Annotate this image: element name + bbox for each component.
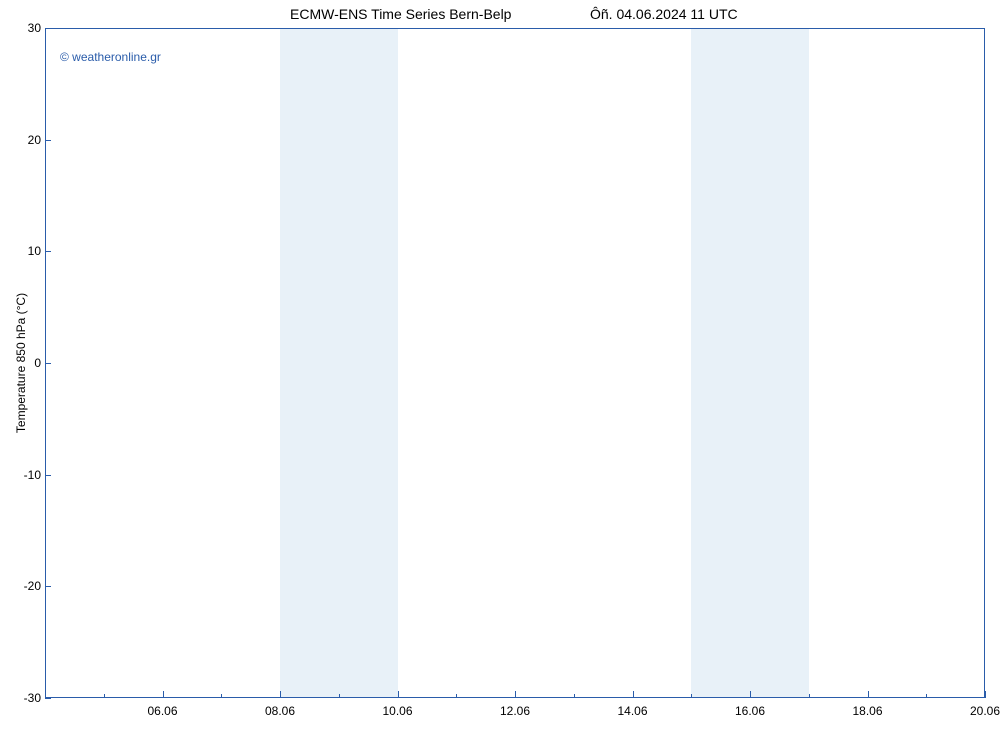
x-tick-label: 14.06 <box>617 704 647 718</box>
x-tick-minor <box>691 694 692 698</box>
chart-title-right: Ôñ. 04.06.2024 11 UTC <box>590 6 738 22</box>
y-tick-label: 20 <box>7 133 41 147</box>
y-tick <box>45 475 51 476</box>
x-tick-major <box>163 691 164 698</box>
x-tick-major <box>398 691 399 698</box>
x-tick-label: 16.06 <box>735 704 765 718</box>
x-tick-major <box>868 691 869 698</box>
x-tick-minor <box>809 694 810 698</box>
y-tick-label: 10 <box>7 244 41 258</box>
x-tick-major <box>633 691 634 698</box>
x-tick-minor <box>574 694 575 698</box>
x-tick-label: 06.06 <box>147 704 177 718</box>
x-tick-major <box>985 691 986 698</box>
y-tick <box>45 698 51 699</box>
chart-container: ECMW-ENS Time Series Bern-Belp Ôñ. 04.06… <box>0 0 1000 733</box>
y-tick <box>45 28 51 29</box>
y-tick-label: 30 <box>7 21 41 35</box>
y-tick-label: 0 <box>7 356 41 370</box>
y-tick-label: -10 <box>7 468 41 482</box>
x-tick-minor <box>104 694 105 698</box>
x-tick-minor <box>221 694 222 698</box>
x-tick-label: 20.06 <box>970 704 1000 718</box>
watermark: © weatheronline.gr <box>60 50 161 64</box>
x-tick-minor <box>339 694 340 698</box>
plot-area <box>45 28 985 698</box>
x-tick-major <box>280 691 281 698</box>
y-tick <box>45 251 51 252</box>
x-tick-minor <box>456 694 457 698</box>
x-tick-label: 08.06 <box>265 704 295 718</box>
x-tick-major <box>750 691 751 698</box>
y-tick <box>45 140 51 141</box>
chart-title-left: ECMW-ENS Time Series Bern-Belp <box>290 6 511 22</box>
x-tick-minor <box>45 694 46 698</box>
y-tick-label: -30 <box>7 691 41 705</box>
x-tick-label: 18.06 <box>852 704 882 718</box>
y-tick <box>45 586 51 587</box>
y-tick-label: -20 <box>7 579 41 593</box>
x-tick-label: 10.06 <box>382 704 412 718</box>
y-tick <box>45 363 51 364</box>
x-tick-minor <box>926 694 927 698</box>
x-tick-major <box>515 691 516 698</box>
plot-border <box>45 28 985 698</box>
x-tick-label: 12.06 <box>500 704 530 718</box>
